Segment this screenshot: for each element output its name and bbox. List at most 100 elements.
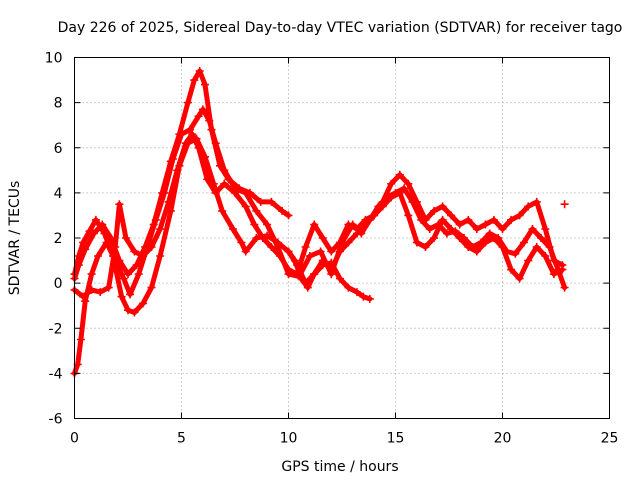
series-1-point-11: [134, 270, 143, 279]
series-3-point-25: [263, 231, 272, 240]
series-4-point-55: [524, 202, 533, 211]
series-4-point-8: [121, 234, 130, 242]
y-tick-label: -6: [49, 412, 63, 428]
series-2-point-13: [166, 157, 175, 166]
series-4-point-5: [104, 283, 113, 292]
series-3-point-36: [353, 288, 361, 297]
series-4-point-17: [194, 143, 203, 152]
series-4-point-9: [130, 247, 139, 256]
series-2-point-4: [89, 229, 98, 238]
series-4-point-40: [395, 170, 404, 179]
series-1-point-43: [425, 225, 434, 233]
series-4-point-4: [96, 288, 105, 297]
series-5-point-9: [353, 229, 361, 238]
series-4-point-52: [498, 225, 507, 233]
series-5-point-26: [498, 243, 507, 251]
series-3-point-38: [365, 294, 374, 303]
series-5-point-20: [447, 225, 456, 233]
series-1-point-50: [485, 229, 494, 238]
series-4-point-6: [111, 243, 120, 251]
series-4-point-51: [489, 215, 498, 224]
series-3-point-9: [124, 306, 132, 315]
series-4-point-24: [258, 234, 267, 242]
series-4-point-10: [139, 252, 147, 260]
series-4-point-31: [318, 234, 327, 242]
y-tick-label: 4: [54, 186, 63, 202]
series-5-point-21: [455, 234, 464, 242]
series-2-point-21: [224, 175, 233, 184]
series-2-point-27: [284, 211, 293, 220]
x-axis-label: GPS time / hours: [281, 459, 398, 475]
series-5-point-5: [318, 256, 327, 265]
chart-title: Day 226 of 2025, Sidereal Day-to-day VTE…: [58, 20, 623, 36]
series-3-point-35: [344, 283, 353, 292]
series-2-point-17: [195, 67, 204, 75]
series-4-point-25: [267, 243, 276, 251]
series-4-point-46: [447, 211, 456, 220]
series-4-point-56: [532, 197, 541, 206]
series-5-point-15: [404, 211, 413, 220]
series-5-point-7: [335, 247, 344, 256]
series-1-point-30: [305, 252, 314, 260]
series-5-point-27: [507, 265, 516, 274]
series-1-point-10: [126, 290, 135, 299]
series-3-point-10: [130, 308, 139, 317]
series-4-point-44: [430, 206, 438, 215]
series-5-point-8: [344, 238, 353, 247]
series-1-point-40: [400, 184, 409, 193]
series-2-point-19: [207, 125, 216, 134]
series-5-point-16: [412, 238, 421, 247]
series-4-point-15: [181, 139, 190, 148]
series-2-point-23: [246, 188, 254, 197]
y-tick-label: -4: [49, 366, 63, 382]
series-1-point-18: [194, 112, 203, 121]
series-4-point-26: [275, 252, 284, 260]
series-4-point-54: [515, 211, 524, 220]
series-1-point-4: [81, 297, 90, 306]
series-1-point-54: [519, 238, 528, 247]
series-1-point-17: [186, 125, 195, 134]
series-5-point-32: [549, 270, 558, 279]
y-tick-label: 6: [54, 141, 63, 157]
series-4-point-14: [173, 166, 182, 175]
series-1-point-26: [263, 220, 272, 229]
series-2-point-9: [132, 261, 141, 270]
series-4-point-21: [231, 188, 239, 197]
series-5-point-4: [310, 270, 319, 279]
series-2-point-25: [267, 197, 276, 206]
series-3-point-30: [303, 283, 312, 292]
series-2-point-8: [124, 270, 132, 279]
series-3-point-3: [79, 238, 88, 247]
series-3-point-12: [147, 283, 156, 292]
series-1-point-56: [537, 234, 545, 242]
series-4-point-7: [115, 200, 124, 209]
series-4-point-19: [211, 188, 220, 197]
series-1-point-19: [198, 105, 207, 114]
series-4-point-2: [79, 292, 88, 301]
series-2-point-11: [149, 220, 158, 229]
series-4-point-18: [203, 175, 212, 184]
y-tick-label: 8: [54, 96, 63, 112]
x-axis-ticks: 0 5 10 15 20 25: [70, 57, 619, 447]
series-4-point-20: [220, 179, 229, 188]
y-tick-label: 2: [54, 231, 63, 247]
series-3-point-34: [335, 274, 344, 283]
series-2-point-24: [256, 197, 265, 206]
series-5-point-12: [378, 202, 387, 211]
series-5-point-3: [301, 279, 310, 288]
series-3-point-2: [74, 252, 83, 260]
series-4-point-27: [284, 265, 293, 274]
series-4-point-39: [387, 179, 396, 188]
series-5-point-23: [472, 247, 481, 256]
x-tick-label: 25: [601, 431, 619, 447]
series-4-point-47: [455, 220, 464, 229]
y-axis-ticks: -6 -4 -2 0 2 4 6 8 10: [45, 51, 610, 428]
series-4-point-50: [481, 220, 490, 229]
series-4-point-57: [541, 225, 550, 233]
series-5-point-6: [327, 265, 336, 274]
x-tick-label: 0: [70, 431, 79, 447]
series-5-point-31: [541, 252, 550, 260]
series-5-point-29: [524, 256, 533, 265]
series-4-point-49: [472, 225, 481, 233]
series-4-point-34: [344, 220, 353, 229]
